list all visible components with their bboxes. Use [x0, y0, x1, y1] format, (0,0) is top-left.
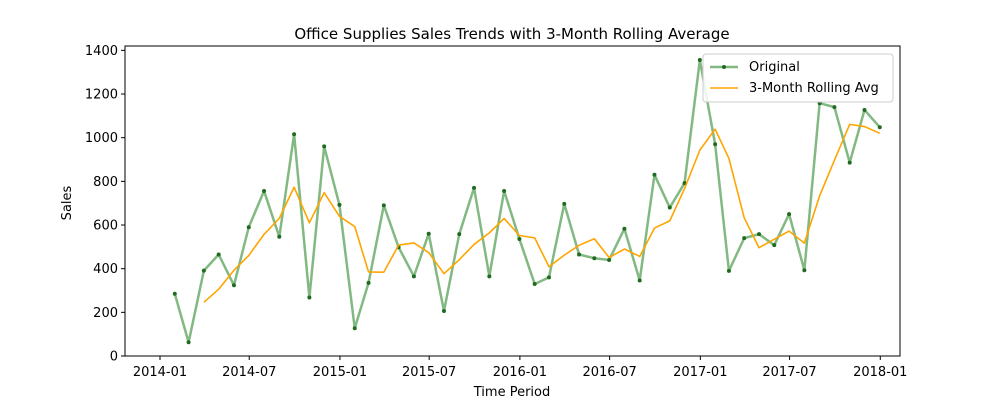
- x-tick-label: 2017-07: [762, 365, 816, 380]
- series-original-point: [622, 226, 627, 231]
- x-tick-label: 2016-01: [493, 365, 547, 380]
- series-original-point: [562, 201, 567, 206]
- series-original-point: [366, 280, 371, 285]
- series-original-point: [546, 275, 551, 280]
- series-original-point: [652, 172, 657, 177]
- series-original-point: [697, 57, 702, 62]
- x-tick-label: 2014-01: [133, 365, 187, 380]
- series-original-point: [757, 232, 762, 237]
- series-original-point: [172, 291, 177, 296]
- series-original-point: [201, 268, 206, 273]
- series-original-point: [592, 256, 597, 261]
- series-original-point: [517, 236, 522, 241]
- y-tick-label: 600: [93, 219, 118, 234]
- series-original-point: [637, 278, 642, 283]
- legend-rolling-avg-label: 3-Month Rolling Avg: [749, 81, 879, 96]
- series-original-point: [787, 212, 792, 217]
- series-rolling-avg-line: [203, 123, 881, 303]
- x-tick-label: 2014-07: [222, 365, 276, 380]
- series-original-point: [426, 231, 431, 236]
- series-original-point: [726, 268, 731, 273]
- series-original-point: [441, 309, 446, 314]
- series-original-point: [352, 326, 357, 331]
- series-original-point: [802, 268, 807, 273]
- plot-area: 0 200 400 600 800 1000 1200 1400 2014-01 2014-07 2…: [85, 44, 908, 380]
- y-tick-label: 800: [93, 175, 118, 190]
- legend-original-label: Original: [749, 60, 800, 75]
- y-tick-label: 0: [110, 350, 118, 365]
- x-tick-label: 2015-07: [402, 365, 456, 380]
- legend-original-marker: [722, 65, 726, 69]
- series-original-point: [231, 283, 236, 288]
- y-tick-label: 1000: [85, 131, 118, 146]
- series-original-point: [277, 234, 282, 239]
- y-tick-label: 1200: [85, 88, 118, 103]
- series-original-point: [877, 125, 882, 130]
- legend-box: [702, 53, 894, 103]
- series-original-point: [502, 188, 507, 193]
- x-tick-label: 2018-01: [853, 365, 907, 380]
- series-original-point: [381, 203, 386, 208]
- series-original-point: [186, 340, 191, 345]
- series-original-point: [457, 232, 462, 237]
- series-original-point: [742, 236, 747, 241]
- y-tick-label: 200: [93, 306, 118, 321]
- series-original-point: [292, 132, 297, 137]
- chart-title: Office Supplies Sales Trends with 3-Mont…: [294, 25, 729, 43]
- x-tick-label: 2016-07: [582, 365, 636, 380]
- series-original-point: [411, 274, 416, 279]
- x-tick-label: 2017-01: [673, 365, 727, 380]
- series-original-point: [772, 243, 777, 248]
- series-original-point: [322, 144, 327, 149]
- series-original-point: [667, 205, 672, 210]
- series-original-point: [487, 274, 492, 279]
- x-tick-label: 2015-01: [313, 365, 367, 380]
- series-original-point: [216, 252, 221, 257]
- series-original-point: [532, 281, 537, 286]
- legend: Original 3-Month Rolling Avg: [702, 53, 894, 103]
- series-original-point: [847, 160, 852, 165]
- y-tick-label: 1400: [85, 44, 118, 59]
- series-original-point: [337, 202, 342, 207]
- series-original-line: [173, 58, 881, 344]
- series-original-point: [246, 225, 251, 230]
- x-axis-label: Time Period: [473, 385, 550, 400]
- series-original-point: [607, 257, 612, 262]
- series-original-point: [862, 107, 867, 112]
- plot-frame: [124, 45, 901, 357]
- series-original-point: [713, 142, 718, 147]
- series-original-point: [307, 295, 312, 300]
- y-tick-label: 400: [93, 262, 118, 277]
- series-original-point: [472, 185, 477, 190]
- series-original-point: [577, 252, 582, 257]
- series-original-point: [262, 188, 267, 193]
- series-original-point: [832, 105, 837, 110]
- y-axis-label: Sales: [60, 185, 75, 220]
